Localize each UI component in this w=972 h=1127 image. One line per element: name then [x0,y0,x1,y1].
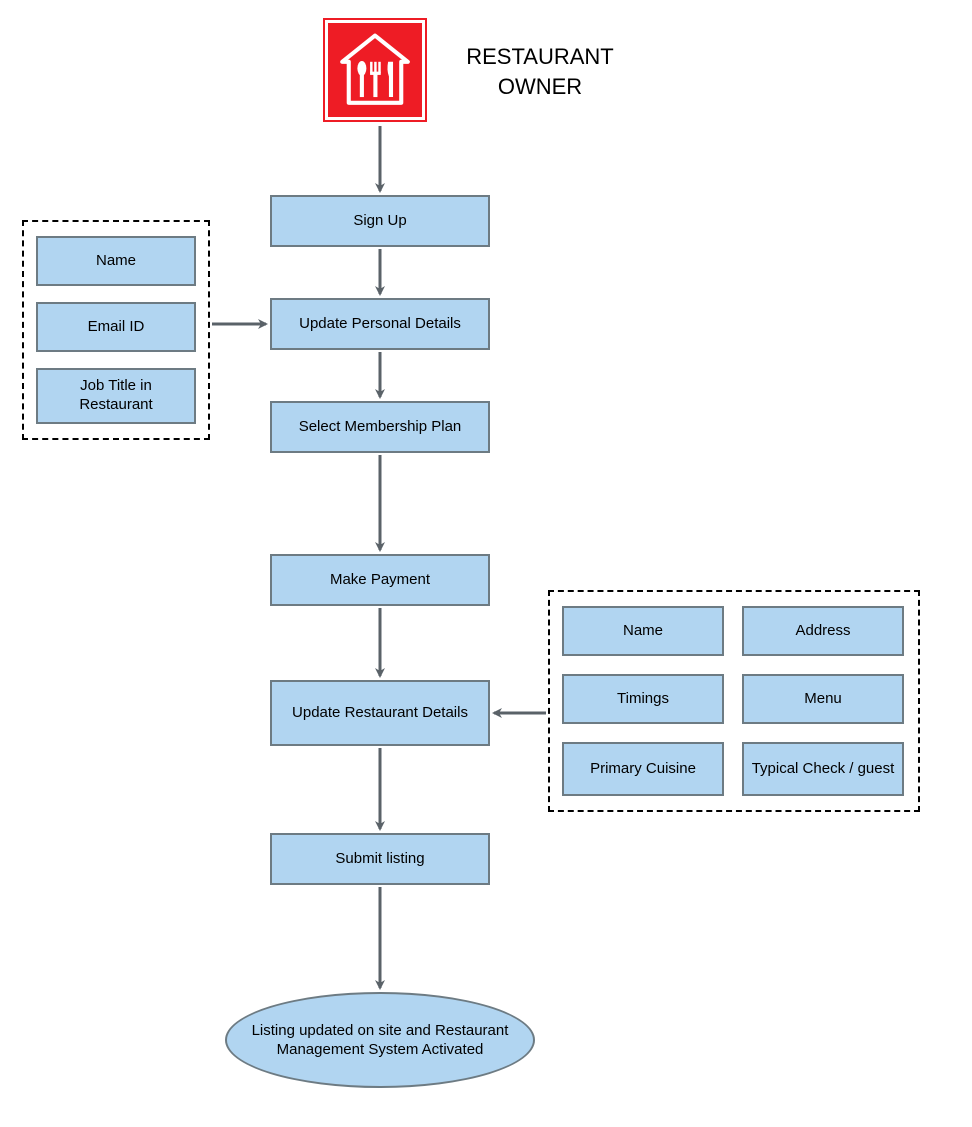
flowchart-canvas: RESTAURANT OWNER Sign Up Update Personal… [0,0,972,1127]
rd-cuisine-label: Primary Cuisine [590,760,696,779]
house-utensils-icon [334,29,416,111]
label-submit: Submit listing [335,850,424,869]
rd-menu-label: Menu [804,690,842,709]
rd-address: Address [742,606,904,656]
rd-timings: Timings [562,674,724,724]
node-restdet: Update Restaurant Details [270,680,490,746]
rd-menu: Menu [742,674,904,724]
node-payment: Make Payment [270,554,490,606]
pd-name-label: Name [96,252,136,271]
label-plan: Select Membership Plan [299,418,462,437]
node-terminal: Listing updated on site and Restaurant M… [225,992,535,1088]
node-submit: Submit listing [270,833,490,885]
node-signup: Sign Up [270,195,490,247]
pd-email: Email ID [36,302,196,352]
header-title: RESTAURANT OWNER [450,42,630,101]
rd-cuisine: Primary Cuisine [562,742,724,796]
node-plan: Select Membership Plan [270,401,490,453]
label-signup: Sign Up [353,212,406,231]
rd-name-label: Name [623,622,663,641]
title-line1: RESTAURANT [466,44,614,69]
node-personal: Update Personal Details [270,298,490,350]
rd-timings-label: Timings [617,690,669,709]
pd-name: Name [36,236,196,286]
rd-name: Name [562,606,724,656]
title-line2: OWNER [498,74,582,99]
label-restdet: Update Restaurant Details [292,704,468,723]
pd-jobtitle: Job Title in Restaurant [36,368,196,424]
label-personal: Update Personal Details [299,315,461,334]
label-terminal: Listing updated on site and Restaurant M… [247,1021,513,1060]
pd-email-label: Email ID [88,318,145,337]
rd-check-label: Typical Check / guest [752,760,895,779]
label-payment: Make Payment [330,571,430,590]
rd-address-label: Address [795,622,850,641]
restaurant-owner-icon [325,20,425,120]
pd-jobtitle-label: Job Title in Restaurant [44,377,188,415]
rd-check: Typical Check / guest [742,742,904,796]
